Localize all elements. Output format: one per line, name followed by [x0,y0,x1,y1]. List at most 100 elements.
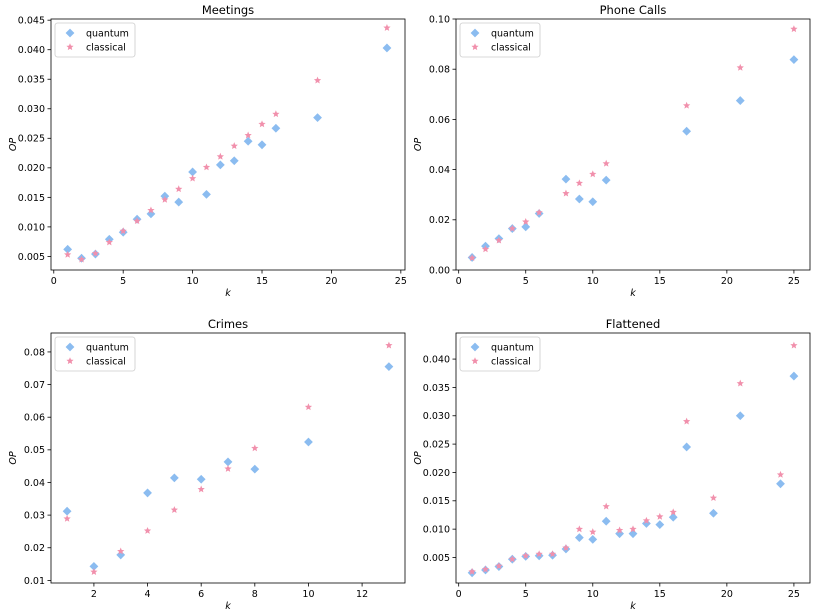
x-axis-label: k [225,288,231,299]
classical-point [495,562,503,570]
x-tick-label: 15 [654,276,666,287]
y-tick-label: 0.10 [429,14,450,25]
classical-point [790,25,798,33]
quantum-point [588,197,598,207]
classical-point [522,218,530,225]
classical-point [629,525,637,533]
y-tick-label: 0.03 [24,511,45,522]
chart-title: Flattened [606,317,661,331]
legend-classical-marker [471,357,479,365]
classical-point [161,195,169,203]
classical-point [790,341,798,349]
y-tick-label: 0.02 [429,215,450,226]
classical-point [736,63,744,71]
legend-box [459,336,541,372]
quantum-point [574,194,584,204]
y-tick-label: 0.030 [423,411,450,422]
y-tick-label: 0.035 [423,383,450,394]
chart-title: Crimes [208,317,248,331]
quantum-point [642,519,651,528]
legend-label-classical: classical [491,42,531,53]
classical-point [669,508,677,516]
x-tick-label: 2 [91,589,97,600]
y-axis-label: OP [413,451,424,464]
x-axis-label: k [225,601,231,612]
classical-point [175,185,183,193]
quantum-point [257,140,267,150]
classical-point [230,142,238,150]
legend-classical-marker [66,43,74,51]
quantum-point [615,529,624,539]
classical-point [589,528,597,536]
classical-point [615,526,624,534]
x-tick-label: 5 [523,276,529,287]
legend-quantum-marker [65,28,75,38]
chart-title: Phone Calls [600,3,667,17]
classical-point [170,506,178,513]
x-tick-label: 15 [654,589,666,600]
y-tick-label: 0.04 [24,478,45,489]
quantum-point [628,529,638,539]
classical-point [575,525,583,533]
y-tick-label: 0.04 [429,165,450,176]
legend: quantum classical [459,22,541,58]
legend-classical-marker [66,357,74,365]
classical-point [481,245,490,253]
classical-point [143,526,152,534]
quantum-point [116,550,126,560]
chart-panel-phone-calls: Phone Calls 0 5 10 15 20 25 0.00 0.02 0.04 0.06 0.0… [413,3,811,299]
quantum-point [735,411,745,421]
y-tick-label: 0.035 [18,75,45,86]
y-tick-label: 0.040 [18,45,45,56]
chart-panel-flattened: Flattened 0 5 10 15 20 25 0.005 0.010 0.015 0.020 0… [413,317,811,612]
classical-point [313,76,322,84]
x-tick-label: 10 [587,589,599,600]
quantum-point [174,197,184,207]
classical-point [709,494,718,502]
quantum-point [789,371,799,381]
classical-point [602,502,610,510]
quantum-point [243,136,253,146]
legend: quantum classical [54,336,136,372]
y-tick-label: 0.010 [423,525,450,536]
quantum-point [196,474,206,484]
y-tick-label: 0.005 [423,553,450,564]
y-tick-label: 0.00 [429,265,450,276]
legend: quantum classical [459,336,541,372]
y-tick-label: 0.045 [18,16,45,27]
quantum-point [63,244,73,254]
classical-point [481,565,490,573]
legend-label-classical: classical [86,42,126,53]
x-tick-label: 6 [198,589,204,600]
classical-point [188,174,197,182]
classical-point [77,255,86,263]
y-tick-label: 0.08 [24,347,45,358]
classical-point [575,179,583,187]
quantum-point [789,55,799,65]
y-tick-label: 0.06 [429,115,450,126]
quantum-point [271,123,281,133]
classical-point [683,101,691,109]
y-tick-label: 0.030 [18,104,45,115]
x-tick-label: 5 [120,276,126,287]
y-tick-label: 0.07 [24,380,45,391]
plot-frame [455,332,811,584]
y-tick-label: 0.040 [423,354,450,365]
classical-point [251,444,259,452]
quantum-point [601,516,611,526]
classical-point [304,403,313,411]
classical-point [119,227,127,235]
quantum-point [682,126,692,136]
x-tick-label: 25 [788,276,800,287]
legend-label-quantum: quantum [491,342,534,353]
classical-point [244,131,252,139]
classical-point [105,238,113,246]
classical-point [468,567,476,575]
classical-point [224,464,232,472]
x-tick-label: 5 [523,589,529,600]
y-tick-label: 0.025 [18,134,45,145]
classical-point [383,24,391,31]
chart-panel-crimes: Crimes 2 4 6 8 10 12 0.01 0.02 0.03 0.04 0.05 0.06 0.… [8,317,406,612]
legend-box [54,22,136,58]
x-axis-label: k [630,288,636,299]
